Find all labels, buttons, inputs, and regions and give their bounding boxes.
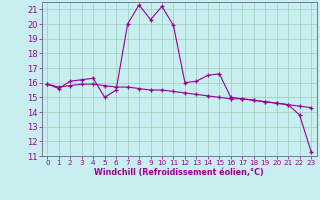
X-axis label: Windchill (Refroidissement éolien,°C): Windchill (Refroidissement éolien,°C): [94, 168, 264, 177]
